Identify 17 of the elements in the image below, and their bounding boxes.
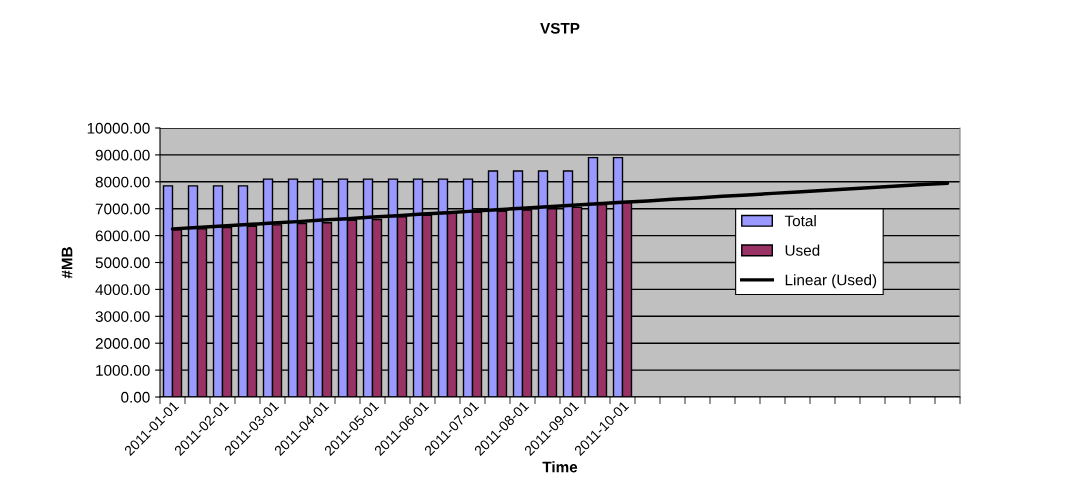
y-tick-label: 6000.00 <box>95 230 150 242</box>
y-tick-label: 0.00 <box>121 391 150 403</box>
legend-label: Linear (Used) <box>785 274 877 289</box>
x-axis-title: Time <box>542 461 578 473</box>
chart-title: VSTP <box>540 22 580 34</box>
y-tick-label: 3000.00 <box>95 311 150 322</box>
y-tick-label: 1000.00 <box>96 364 150 376</box>
y-tick-label: 4000.00 <box>95 284 150 296</box>
legend-label: Used <box>785 244 820 256</box>
y-tick-label: 9000.00 <box>95 149 150 161</box>
y-tick-label: 5000.00 <box>95 257 150 269</box>
y-tick-label: 7000.00 <box>95 203 150 215</box>
y-axis-title: #MB <box>61 247 73 279</box>
legend-label: Total <box>784 215 816 227</box>
y-tick-label: 10000.00 <box>87 122 150 134</box>
y-tick-label: 2000.00 <box>95 338 150 349</box>
y-tick-label: 8000.00 <box>95 176 150 188</box>
